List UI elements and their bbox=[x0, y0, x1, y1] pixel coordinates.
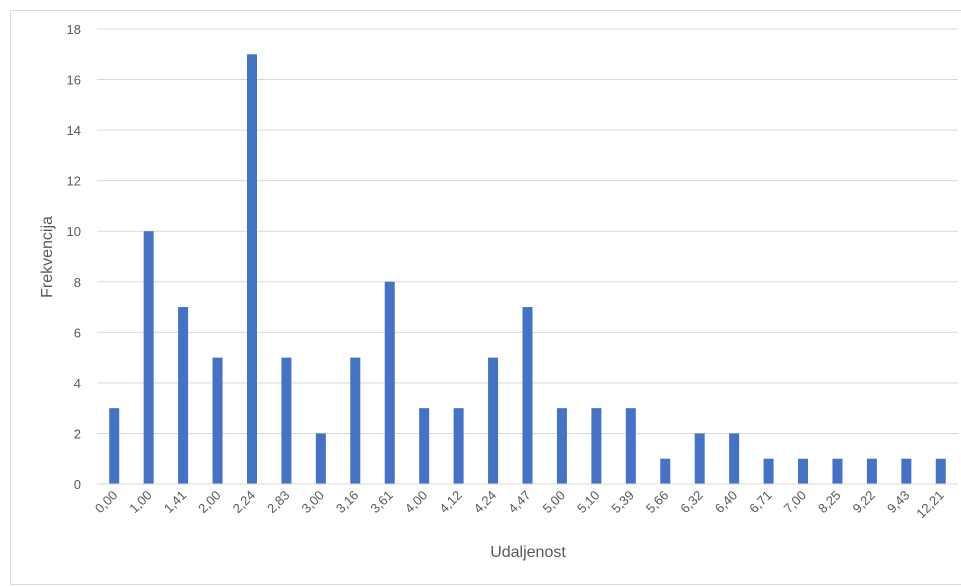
x-tick-label: 4,24 bbox=[471, 488, 500, 517]
x-tick-label: 3,00 bbox=[298, 488, 327, 517]
y-tick-label: 4 bbox=[74, 376, 81, 391]
x-tick-label: 6,32 bbox=[677, 488, 706, 517]
x-tick-label: 5,39 bbox=[608, 488, 637, 517]
bar bbox=[315, 433, 326, 484]
bar bbox=[901, 458, 912, 484]
x-tick-label: 5,10 bbox=[574, 488, 603, 517]
bar bbox=[109, 408, 120, 484]
y-tick-label: 18 bbox=[67, 22, 81, 37]
bar bbox=[832, 458, 843, 484]
x-tick-label: 3,16 bbox=[333, 488, 362, 517]
bar bbox=[178, 307, 189, 484]
x-tick-label: 4,47 bbox=[505, 488, 534, 517]
x-tick-label: 12,21 bbox=[913, 488, 947, 522]
bar bbox=[453, 408, 464, 484]
bar bbox=[522, 307, 533, 484]
x-tick-label: 2,83 bbox=[264, 488, 293, 517]
x-tick-label: 2,24 bbox=[230, 488, 259, 517]
x-tick-label: 5,66 bbox=[643, 488, 672, 517]
x-tick-label: 9,22 bbox=[850, 488, 879, 517]
bars bbox=[109, 54, 946, 485]
y-tick-label: 16 bbox=[67, 73, 81, 88]
bar bbox=[729, 433, 740, 484]
bar bbox=[591, 408, 602, 484]
bar bbox=[488, 357, 499, 484]
y-tick-label: 14 bbox=[67, 123, 81, 138]
bar bbox=[212, 357, 223, 484]
y-axis-ticks: 0 2 4 6 8 10 12 14 16 18 bbox=[67, 22, 81, 492]
x-tick-label: 9,43 bbox=[884, 488, 913, 517]
bar bbox=[384, 281, 395, 484]
bar bbox=[419, 408, 430, 484]
x-tick-label: 3,61 bbox=[367, 488, 396, 517]
bar bbox=[281, 357, 292, 484]
x-tick-label: 6,40 bbox=[712, 488, 741, 517]
y-tick-label: 2 bbox=[74, 426, 81, 441]
x-tick-label: 0,00 bbox=[92, 488, 121, 517]
bar bbox=[694, 433, 705, 484]
x-tick-label: 4,12 bbox=[436, 488, 465, 517]
y-tick-label: 12 bbox=[67, 174, 81, 189]
chart-frame bbox=[10, 10, 961, 585]
x-tick-label: 4,00 bbox=[402, 488, 431, 517]
bar bbox=[935, 458, 946, 484]
x-axis-ticks: 0,00 1,00 1,41 2,00 2,24 2,83 3,00 3,16 3,61 4,00… bbox=[92, 488, 947, 522]
y-tick-label: 0 bbox=[74, 477, 81, 492]
bar bbox=[798, 458, 809, 484]
x-tick-label: 1,00 bbox=[126, 488, 155, 517]
bar bbox=[866, 458, 877, 484]
bar bbox=[660, 458, 671, 484]
x-tick-label: 1,41 bbox=[161, 488, 190, 517]
y-tick-label: 10 bbox=[67, 224, 81, 239]
bar bbox=[763, 458, 774, 484]
y-axis-title: Frekvencija bbox=[39, 216, 56, 298]
bar bbox=[246, 54, 257, 485]
bar bbox=[143, 231, 154, 484]
bar bbox=[556, 408, 567, 484]
x-tick-label: 7,00 bbox=[781, 488, 810, 517]
x-tick-label: 2,00 bbox=[195, 488, 224, 517]
bar bbox=[625, 408, 636, 484]
y-tick-label: 8 bbox=[74, 275, 81, 290]
x-axis-title: Udaljenost bbox=[490, 544, 566, 561]
bar bbox=[350, 357, 361, 484]
x-tick-label: 6,71 bbox=[746, 488, 775, 517]
x-tick-label: 5,00 bbox=[540, 488, 569, 517]
x-tick-label: 8,25 bbox=[815, 488, 844, 517]
y-tick-label: 6 bbox=[74, 325, 81, 340]
